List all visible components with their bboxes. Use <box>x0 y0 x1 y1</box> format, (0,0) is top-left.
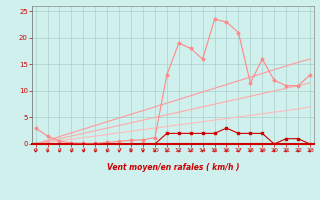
X-axis label: Vent moyen/en rafales ( km/h ): Vent moyen/en rafales ( km/h ) <box>107 163 239 172</box>
